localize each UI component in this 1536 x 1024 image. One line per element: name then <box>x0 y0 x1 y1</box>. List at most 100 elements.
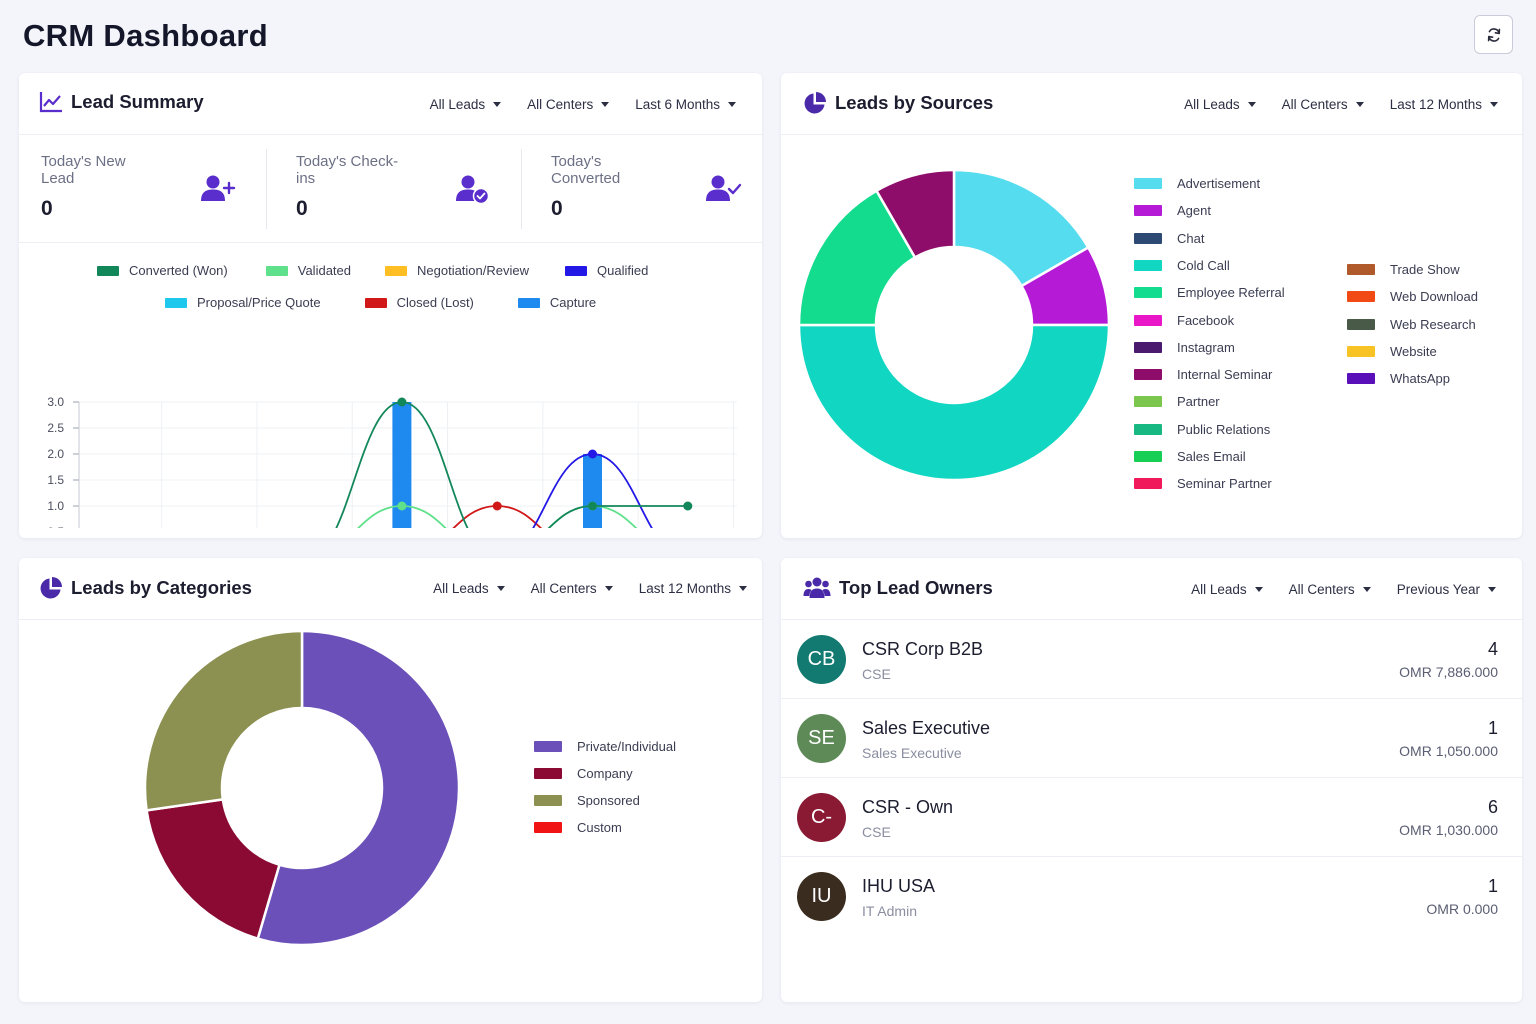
filter-period[interactable]: Last 6 Months <box>635 97 736 112</box>
caret-down-icon <box>1254 587 1263 592</box>
slice-private-individual[interactable] <box>256 629 461 947</box>
legend-item-sales-email[interactable]: Sales Email <box>1134 449 1246 464</box>
owner-row[interactable]: CB CSR Corp B2B CSE 4 OMR 7,886.000 <box>781 620 1522 699</box>
filter-center[interactable]: All Centers <box>531 581 613 596</box>
legend-item-whatsapp[interactable]: WhatsApp <box>1347 371 1450 386</box>
legend-label: Partner <box>1177 394 1220 410</box>
avatar: CB <box>797 635 846 684</box>
point-converted-won[interactable] <box>588 501 597 511</box>
legend-item-negotiation-review[interactable]: Negotiation/Review <box>385 263 529 278</box>
owner-amount: OMR 1,050.000 <box>1399 743 1498 759</box>
legend-item-company[interactable]: Company <box>534 766 633 781</box>
user-check-circle-icon <box>456 175 490 205</box>
legend-swatch <box>1347 345 1375 357</box>
slice-internal-seminar[interactable] <box>874 168 956 260</box>
categories-donut-chart <box>143 629 461 947</box>
filter-lead-type[interactable]: All Leads <box>430 97 502 112</box>
legend-item-employee-referral[interactable]: Employee Referral <box>1134 285 1285 300</box>
legend-item-internal-seminar[interactable]: Internal Seminar <box>1134 367 1272 382</box>
legend-item-web-research[interactable]: Web Research <box>1347 317 1476 332</box>
bar-capture[interactable] <box>583 454 602 528</box>
legend-item-closed-lost[interactable]: Closed (Lost) <box>364 295 474 310</box>
caret-down-icon <box>496 586 505 591</box>
legend-item-instagram[interactable]: Instagram <box>1134 340 1235 355</box>
caret-down-icon <box>1488 587 1496 592</box>
filter-center[interactable]: All Centers <box>1289 582 1371 597</box>
user-check-icon <box>706 175 742 201</box>
legend-label: Proposal/Price Quote <box>197 295 321 310</box>
legend-swatch <box>1134 369 1162 381</box>
legend-item-web-download[interactable]: Web Download <box>1347 289 1478 304</box>
owner-row[interactable]: SE Sales Executive Sales Executive 1 OMR 1,0… <box>781 699 1522 778</box>
filter-period[interactable]: Last 12 Months <box>1390 97 1498 112</box>
legend-item-capture[interactable]: Capture <box>517 295 596 310</box>
legend-item-custom[interactable]: Custom <box>534 820 622 835</box>
point-converted-won[interactable] <box>397 397 407 407</box>
legend-swatch <box>1134 396 1162 408</box>
legend-item-agent[interactable]: Agent <box>1134 203 1211 218</box>
lead-summary-chart: 00.51.01.52.02.53.0Mar 26Apr 26May 26Jun… <box>47 395 737 528</box>
user-plus-icon <box>201 175 236 201</box>
legend-item-proposal-price-quote[interactable]: Proposal/Price Quote <box>165 295 321 310</box>
legend-item-sponsored[interactable]: Sponsored <box>534 793 640 808</box>
legend-item-website[interactable]: Website <box>1347 344 1437 359</box>
legend-swatch <box>165 297 187 308</box>
filter-period[interactable]: Previous Year <box>1397 582 1496 597</box>
legend-item-converted-won[interactable]: Converted (Won) <box>97 263 228 278</box>
y-tick-label: 2.0 <box>47 447 64 461</box>
avatar: IU <box>797 872 846 921</box>
leads-by-sources-title: Leads by Sources <box>835 92 994 113</box>
point-validated[interactable] <box>397 501 407 511</box>
owner-row[interactable]: C- CSR - Own CSE 6 OMR 1,030.000 <box>781 778 1522 857</box>
bar-capture[interactable] <box>392 402 412 528</box>
line-chart-icon <box>39 92 62 113</box>
filter-period[interactable]: Last 12 Months <box>639 581 747 596</box>
filter-lead-type[interactable]: All Leads <box>1184 97 1256 112</box>
legend-label: Web Download <box>1390 289 1478 305</box>
top-lead-owners-header: Top Lead Owners All Leads All Centers Pr… <box>781 558 1522 620</box>
owner-row[interactable]: IU IHU USA IT Admin 1 OMR 0.000 <box>781 857 1522 936</box>
legend-swatch <box>1347 318 1375 330</box>
pie-chart-icon <box>804 92 826 114</box>
legend-item-public-relations[interactable]: Public Relations <box>1134 422 1270 437</box>
slice-sponsored[interactable] <box>143 629 304 812</box>
caret-down-icon <box>1490 102 1498 107</box>
legend-item-facebook[interactable]: Facebook <box>1134 313 1234 328</box>
owner-role: IT Admin <box>862 903 917 919</box>
refresh-button[interactable] <box>1474 15 1513 54</box>
filter-center[interactable]: All Centers <box>1282 97 1364 112</box>
y-tick-label: 3.0 <box>47 395 64 409</box>
legend-item-partner[interactable]: Partner <box>1134 394 1220 409</box>
slice-company[interactable] <box>145 797 282 941</box>
filter-lead-type[interactable]: All Leads <box>1191 582 1263 597</box>
legend-item-cold-call[interactable]: Cold Call <box>1134 258 1230 273</box>
caret-down-icon <box>728 102 736 107</box>
owner-role: Sales Executive <box>862 745 962 761</box>
slice-cold-call[interactable] <box>797 323 1111 482</box>
owner-lead-count: 1 <box>1487 876 1498 896</box>
filter-center[interactable]: All Centers <box>527 97 610 112</box>
legend-label: Custom <box>577 820 622 835</box>
legend-swatch <box>517 297 540 308</box>
y-tick-label: 2.5 <box>47 421 64 435</box>
owner-name: CSR Corp B2B <box>862 639 984 659</box>
legend-item-validated[interactable]: Validated <box>265 263 351 278</box>
legend-item-private-individual[interactable]: Private/Individual <box>534 739 676 754</box>
point-closed-lost[interactable] <box>492 501 502 511</box>
caret-down-icon <box>739 586 747 591</box>
legend-item-seminar-partner[interactable]: Seminar Partner <box>1134 476 1272 491</box>
point-qualified[interactable] <box>588 449 597 459</box>
legend-swatch <box>1134 423 1162 435</box>
y-tick-label: 1.5 <box>47 473 64 487</box>
legend-label: Converted (Won) <box>129 263 228 278</box>
legend-item-advertisement[interactable]: Advertisement <box>1134 176 1260 191</box>
filter-lead-type[interactable]: All Leads <box>433 581 505 596</box>
legend-label: Advertisement <box>1177 176 1261 191</box>
legend-item-qualified[interactable]: Qualified <box>565 263 648 278</box>
legend-label: Website <box>1390 343 1437 359</box>
legend-item-chat[interactable]: Chat <box>1134 231 1204 246</box>
point-converted-won[interactable] <box>683 501 693 511</box>
legend-swatch <box>1347 264 1375 275</box>
legend-swatch <box>265 265 288 276</box>
legend-item-trade-show[interactable]: Trade Show <box>1347 262 1460 277</box>
